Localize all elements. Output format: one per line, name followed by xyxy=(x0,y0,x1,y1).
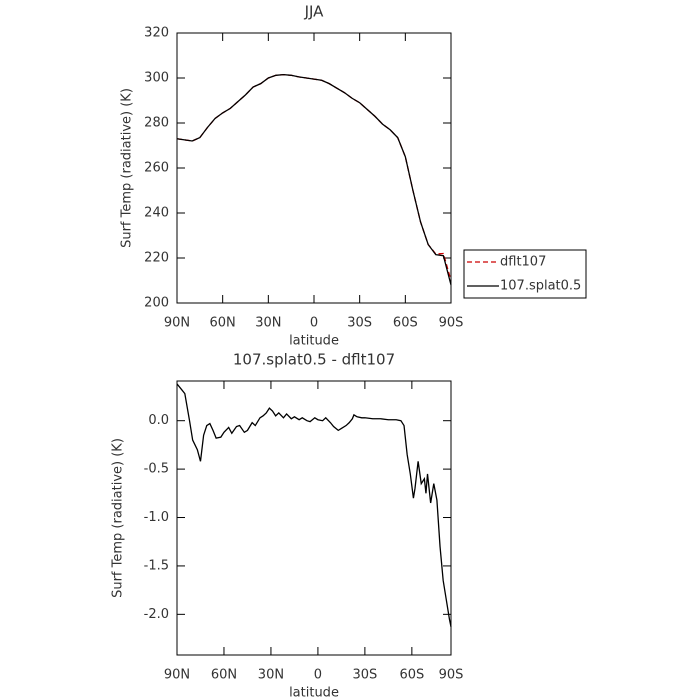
plot-frame xyxy=(176,32,452,304)
x-tick-label: 0 xyxy=(314,668,322,683)
x-axis-label: latitude xyxy=(289,334,339,349)
x-tick-label: 30S xyxy=(347,316,372,331)
y-tick-label: 220 xyxy=(144,251,169,266)
y-tick-label: 280 xyxy=(144,116,169,131)
y-tick-label: 240 xyxy=(144,206,169,221)
x-tick-label: 30S xyxy=(352,668,377,683)
y-tick-label: 200 xyxy=(144,296,169,311)
x-tick-label: 60S xyxy=(393,316,418,331)
plot-frame xyxy=(176,380,452,656)
legend-label: dflt107 xyxy=(500,255,546,270)
legend-box xyxy=(463,249,587,299)
chart-title: JJA xyxy=(304,3,325,21)
chart-title: 107.splat0.5 - dflt107 xyxy=(233,351,395,369)
x-tick-label: 60S xyxy=(399,668,424,683)
data-line xyxy=(176,383,452,628)
y-tick-label: 300 xyxy=(144,71,169,86)
y-tick-label: 260 xyxy=(144,161,169,176)
y-axis-label: Surf Temp (radiative) (K) xyxy=(120,88,135,248)
x-tick-label: 30N xyxy=(258,668,284,683)
y-tick-label: 0.0 xyxy=(148,413,169,428)
legend-label: 107.splat0.5 xyxy=(500,279,581,294)
x-axis-label: latitude xyxy=(289,686,339,700)
data-line xyxy=(176,73,452,286)
y-tick-label: -1.5 xyxy=(144,558,169,573)
y-tick-label: -2.0 xyxy=(144,607,169,622)
y-tick-label: -0.5 xyxy=(144,462,169,477)
x-tick-label: 90S xyxy=(439,316,464,331)
x-tick-label: 90N xyxy=(164,668,190,683)
y-axis-label: Surf Temp (radiative) (K) xyxy=(111,438,126,598)
x-tick-label: 90S xyxy=(439,668,464,683)
x-tick-label: 60N xyxy=(210,316,236,331)
y-tick-label: 320 xyxy=(144,26,169,41)
x-tick-label: 90N xyxy=(164,316,190,331)
x-tick-label: 0 xyxy=(310,316,318,331)
y-tick-label: -1.0 xyxy=(144,510,169,525)
x-tick-label: 30N xyxy=(255,316,281,331)
x-tick-label: 60N xyxy=(211,668,237,683)
